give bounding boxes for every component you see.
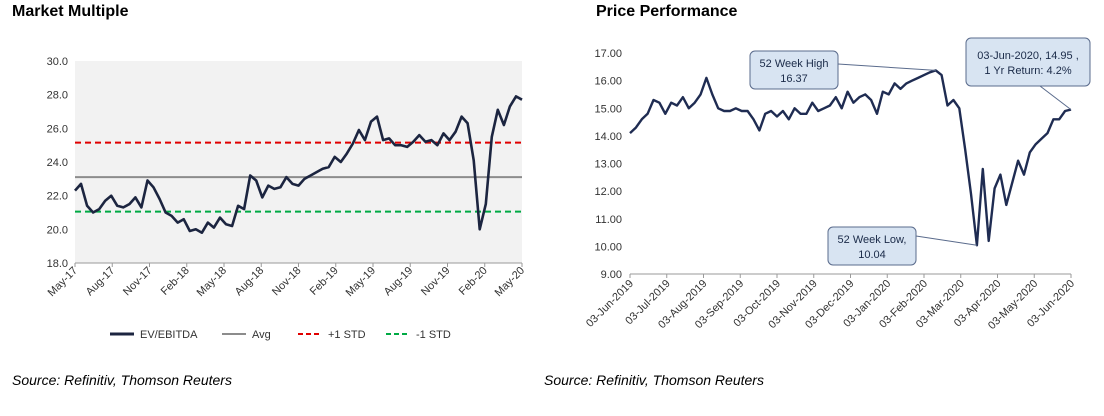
y-tick-label: 11.00	[595, 214, 622, 226]
callout-text-return-line2: 1 Yr Return: 4.2%	[984, 65, 1071, 77]
y-tick-label: 20.0	[47, 224, 68, 236]
callout-box-low	[827, 226, 917, 266]
market-multiple-title: Market Multiple	[12, 3, 129, 20]
price-performance-title: Price Performance	[596, 3, 738, 20]
right-source-note: Source: Refinitiv, Thomson Reuters	[544, 372, 764, 388]
ev-ebitda-series-line	[74, 95, 523, 234]
y-tick-label: 14.00	[594, 131, 622, 143]
callout-pointer-high	[837, 63, 936, 71]
callout-box-return	[965, 37, 1091, 87]
callout-box-high	[749, 50, 839, 90]
y-tick-label: 22.0	[47, 191, 68, 203]
callout-text-low-line2: 10.04	[858, 249, 886, 261]
y-tick-label: 26.0	[47, 123, 68, 135]
y-tick-label: 10.00	[594, 241, 622, 253]
callout-text-high-line2: 16.37	[780, 73, 808, 85]
y-tick-label: 24.0	[47, 157, 68, 169]
y-tick-label: 17.00	[594, 48, 622, 60]
callout-text-high-line1: 52 Week High	[760, 58, 829, 70]
callout-pointer-low	[915, 235, 977, 246]
y-tick-label: 30.0	[47, 56, 68, 68]
price-series-line	[629, 69, 1072, 247]
y-tick-label: 16.00	[594, 76, 622, 88]
left-source-note: Source: Refinitiv, Thomson Reuters	[12, 372, 232, 388]
y-tick-label: 9.00	[601, 269, 622, 281]
callout-text-low-line1: 52 Week Low,	[838, 234, 907, 246]
y-tick-label: 15.00	[594, 103, 622, 115]
callout-text-return-line1: 03-Jun-2020, 14.95 ,	[977, 50, 1079, 62]
legend-label-ev-ebitda: EV/EBITDA	[140, 329, 198, 341]
legend-label-avg: Avg	[252, 329, 271, 341]
y-tick-label: 28.0	[47, 90, 68, 102]
plot-area	[75, 61, 522, 263]
legend-label-minus-1-std: -1 STD	[416, 329, 451, 341]
legend-label-plus-1-std: +1 STD	[328, 329, 366, 341]
y-tick-label: 12.00	[594, 186, 622, 198]
y-tick-label: 13.00	[594, 159, 622, 171]
y-tick-label: 18.0	[47, 258, 68, 270]
price-performance-chart: 9.00 10.00 11.00 12.00 13.00 14.00 15.00 16.00 1…	[584, 37, 1091, 332]
callout-pointer-return	[1039, 85, 1072, 111]
